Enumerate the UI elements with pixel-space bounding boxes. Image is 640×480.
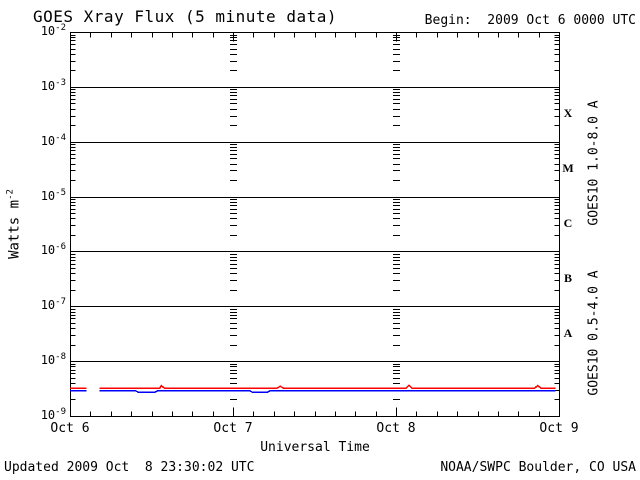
x-tick-label: Oct 9	[539, 421, 579, 436]
x-tick-label: Oct 7	[213, 421, 253, 436]
y-tick-label: 10-7	[40, 297, 66, 313]
legend-goes10-short-channel: GOES10 0.5-4.0 A	[586, 270, 602, 396]
legend-goes10-long-channel: GOES10 1.0-8.0 A	[586, 100, 602, 226]
updated-timestamp: Updated 2009 Oct 8 23:30:02 UTC	[4, 460, 255, 475]
y-tick-label: 10-2	[40, 23, 66, 38]
flare-class-letter-c: C	[563, 216, 573, 230]
begin-annotation: Begin: 2009 Oct 6 0000 UTC	[424, 13, 636, 28]
flare-class-letter-b: B	[563, 270, 572, 285]
x-tick-label: Oct 8	[376, 421, 416, 436]
series-line-goes10-0-5-4-0-a	[99, 389, 556, 394]
x-axis-label: Universal Time	[260, 440, 370, 455]
series-line-goes10-1-0-8-0-a	[99, 384, 556, 390]
flare-class-letter-x: X	[563, 106, 573, 121]
y-tick-label: 10-8	[40, 352, 66, 368]
chart-title: GOES Xray Flux (5 minute data)	[33, 7, 337, 26]
x-tick-label: Oct 6	[50, 421, 90, 436]
y-tick-label: 10-6	[40, 242, 66, 258]
y-tick-label: 10-5	[40, 187, 66, 203]
y-tick-label: 10-3	[40, 77, 66, 93]
y-tick-label: 10-4	[40, 132, 66, 148]
flare-class-letter-m: M	[562, 161, 574, 176]
source-credit: NOAA/SWPC Boulder, CO USA	[440, 460, 636, 475]
y-tick-label: 10-9	[40, 407, 66, 422]
flare-class-letter-a: A	[563, 325, 573, 340]
plot-frame	[70, 32, 560, 417]
